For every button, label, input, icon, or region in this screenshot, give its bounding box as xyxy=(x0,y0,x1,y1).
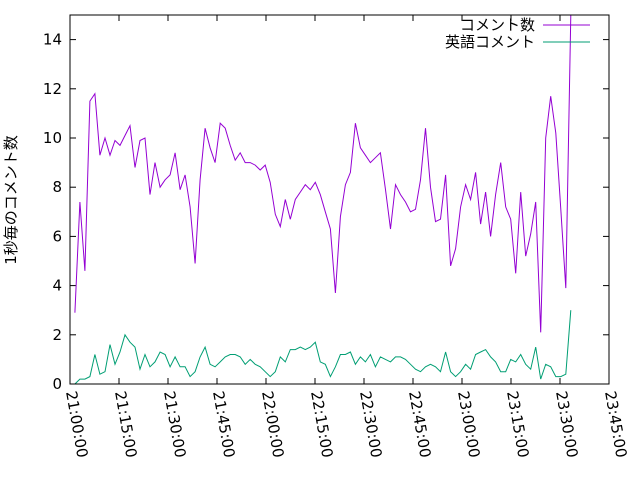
y-tick-label: 6 xyxy=(52,227,62,245)
y-tick-label: 8 xyxy=(52,178,62,196)
x-tick-label: 22:30:00 xyxy=(356,390,385,459)
x-tick-label: 22:00:00 xyxy=(258,390,287,459)
x-tick-label: 21:15:00 xyxy=(111,390,140,459)
x-tick-label: 21:00:00 xyxy=(62,390,91,459)
y-tick-label: 14 xyxy=(43,31,62,49)
x-tick-label: 21:45:00 xyxy=(209,390,238,459)
x-tick-label: 23:15:00 xyxy=(503,390,532,459)
x-tick-label: 23:45:00 xyxy=(601,390,630,459)
x-tick-label: 23:00:00 xyxy=(454,390,483,459)
series-line xyxy=(74,14,572,333)
x-tick-label: 23:30:00 xyxy=(552,390,581,459)
y-tick-label: 0 xyxy=(52,375,62,393)
y-tick-label: 12 xyxy=(43,80,62,98)
x-tick-label: 22:15:00 xyxy=(307,390,336,459)
y-axis-label: 1秒毎のコメント数 xyxy=(2,135,20,265)
plot-frame xyxy=(69,14,610,385)
x-tick-label: 22:45:00 xyxy=(405,390,434,459)
y-tick-label: 4 xyxy=(52,277,62,295)
legend-label: コメント数 xyxy=(460,16,535,34)
series-line xyxy=(74,310,572,385)
legend-label: 英語コメント xyxy=(445,33,535,51)
x-tick-label: 21:30:00 xyxy=(160,390,189,459)
y-tick-label: 2 xyxy=(52,326,62,344)
y-tick-label: 10 xyxy=(43,129,62,147)
